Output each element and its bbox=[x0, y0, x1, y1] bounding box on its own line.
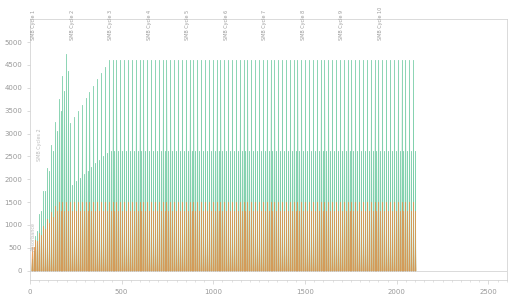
Text: SMB Cycle 9: SMB Cycle 9 bbox=[339, 10, 344, 40]
Text: SMB Cycle 3: SMB Cycle 3 bbox=[108, 10, 113, 40]
Text: SMB Cycle 6: SMB Cycle 6 bbox=[224, 10, 229, 40]
Text: SMB Cycle 7: SMB Cycle 7 bbox=[262, 10, 267, 40]
Text: SMB Cycle 2: SMB Cycle 2 bbox=[69, 10, 75, 40]
Text: Absorbance: Absorbance bbox=[31, 222, 36, 251]
Text: SMB Cycle 5: SMB Cycle 5 bbox=[185, 10, 190, 40]
Text: SMB Cycle 1: SMB Cycle 1 bbox=[31, 10, 36, 40]
Text: SMB Cycles 2: SMB Cycles 2 bbox=[37, 129, 42, 161]
Text: SMB Cycle 10: SMB Cycle 10 bbox=[378, 7, 383, 40]
Text: SMB Cycle 8: SMB Cycle 8 bbox=[301, 10, 306, 40]
Text: SMB Cycle 4: SMB Cycle 4 bbox=[147, 10, 152, 40]
